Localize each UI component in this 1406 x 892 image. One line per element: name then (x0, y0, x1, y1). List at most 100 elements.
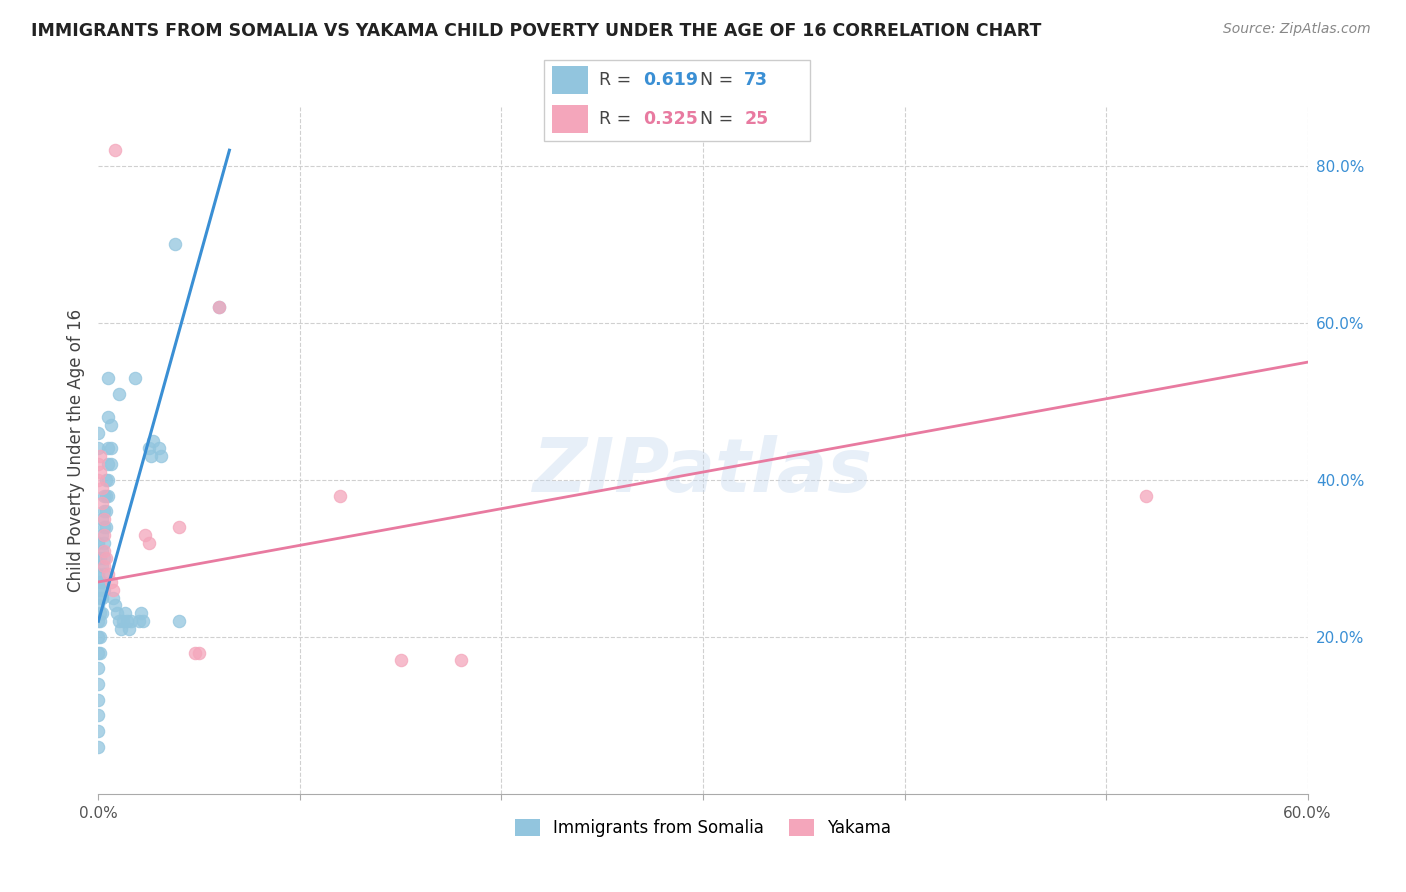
Point (208, 300, 231, 314)
Point (87, 739, 110, 754)
Point (389, 653, 412, 667)
Point (93, 489, 115, 503)
Text: N =: N = (700, 110, 740, 128)
Point (208, 300, 231, 314)
Point (97, 473, 120, 487)
Point (100, 417, 122, 432)
Y-axis label: Child Poverty Under the Age of 16: Child Poverty Under the Age of 16 (66, 309, 84, 592)
Point (101, 591, 124, 605)
Text: N =: N = (700, 71, 740, 89)
Point (89, 607, 111, 621)
Point (129, 607, 152, 621)
Point (93, 543, 115, 558)
Point (118, 622, 141, 636)
Point (120, 614, 142, 628)
Point (93, 582, 115, 597)
Point (87, 614, 110, 628)
Point (103, 143, 125, 157)
Point (97, 442, 120, 456)
Point (93, 504, 115, 518)
Point (149, 450, 172, 464)
Point (87, 567, 110, 582)
Point (93, 551, 115, 566)
Legend: Immigrants from Somalia, Yakama: Immigrants from Somalia, Yakama (508, 813, 898, 844)
Point (107, 386, 129, 401)
Point (87, 425, 110, 440)
Text: R =: R = (599, 71, 637, 89)
Point (87, 661, 110, 675)
Point (89, 591, 111, 605)
Point (89, 574, 111, 589)
Point (96, 489, 118, 503)
Point (91, 512, 114, 526)
Point (167, 520, 190, 534)
Point (138, 442, 160, 456)
Point (184, 646, 207, 660)
Point (89, 630, 111, 644)
Point (87, 708, 110, 723)
Point (93, 528, 115, 542)
Point (103, 599, 125, 613)
Point (97, 371, 120, 385)
Point (89, 646, 111, 660)
Text: IMMIGRANTS FROM SOMALIA VS YAKAMA CHILD POVERTY UNDER THE AGE OF 16 CORRELATION : IMMIGRANTS FROM SOMALIA VS YAKAMA CHILD … (31, 22, 1042, 40)
Text: R =: R = (599, 110, 637, 128)
Bar (553, 67, 588, 94)
Point (132, 614, 155, 628)
Point (93, 535, 115, 549)
Point (100, 442, 122, 456)
Point (91, 559, 114, 574)
Point (128, 614, 150, 628)
Point (91, 591, 114, 605)
Point (91, 528, 114, 542)
Point (97, 410, 120, 425)
Point (89, 450, 111, 464)
Point (89, 614, 111, 628)
Point (93, 512, 115, 526)
Point (87, 692, 110, 706)
Point (91, 543, 114, 558)
Point (100, 574, 122, 589)
Point (91, 496, 114, 510)
Text: Source: ZipAtlas.com: Source: ZipAtlas.com (1223, 22, 1371, 37)
Point (101, 582, 124, 597)
Point (114, 607, 136, 621)
Point (163, 237, 186, 252)
Point (87, 646, 110, 660)
Point (134, 528, 156, 542)
Point (97, 457, 120, 471)
Point (87, 599, 110, 613)
Point (96, 473, 118, 487)
Bar (553, 105, 588, 133)
Text: ZIPatlas: ZIPatlas (533, 434, 873, 508)
Point (89, 551, 111, 566)
Point (93, 567, 115, 582)
Point (87, 582, 110, 597)
Point (167, 614, 190, 628)
Point (87, 724, 110, 739)
Text: 25: 25 (744, 110, 769, 128)
Point (87, 535, 110, 549)
Point (91, 607, 114, 621)
Point (329, 489, 352, 503)
Point (139, 450, 162, 464)
Point (148, 442, 170, 456)
Text: 0.325: 0.325 (643, 110, 697, 128)
Point (138, 535, 160, 549)
Point (93, 559, 115, 574)
Point (87, 677, 110, 691)
Point (96, 551, 118, 566)
Point (105, 607, 128, 621)
Point (87, 457, 110, 471)
Point (87, 473, 110, 487)
Text: 0.619: 0.619 (643, 71, 697, 89)
Point (96, 504, 118, 518)
Point (107, 614, 129, 628)
Point (110, 622, 132, 636)
Point (87, 551, 110, 566)
Point (188, 646, 211, 660)
Point (87, 442, 110, 456)
FancyBboxPatch shape (544, 60, 810, 141)
Point (100, 457, 122, 471)
Point (96, 520, 118, 534)
